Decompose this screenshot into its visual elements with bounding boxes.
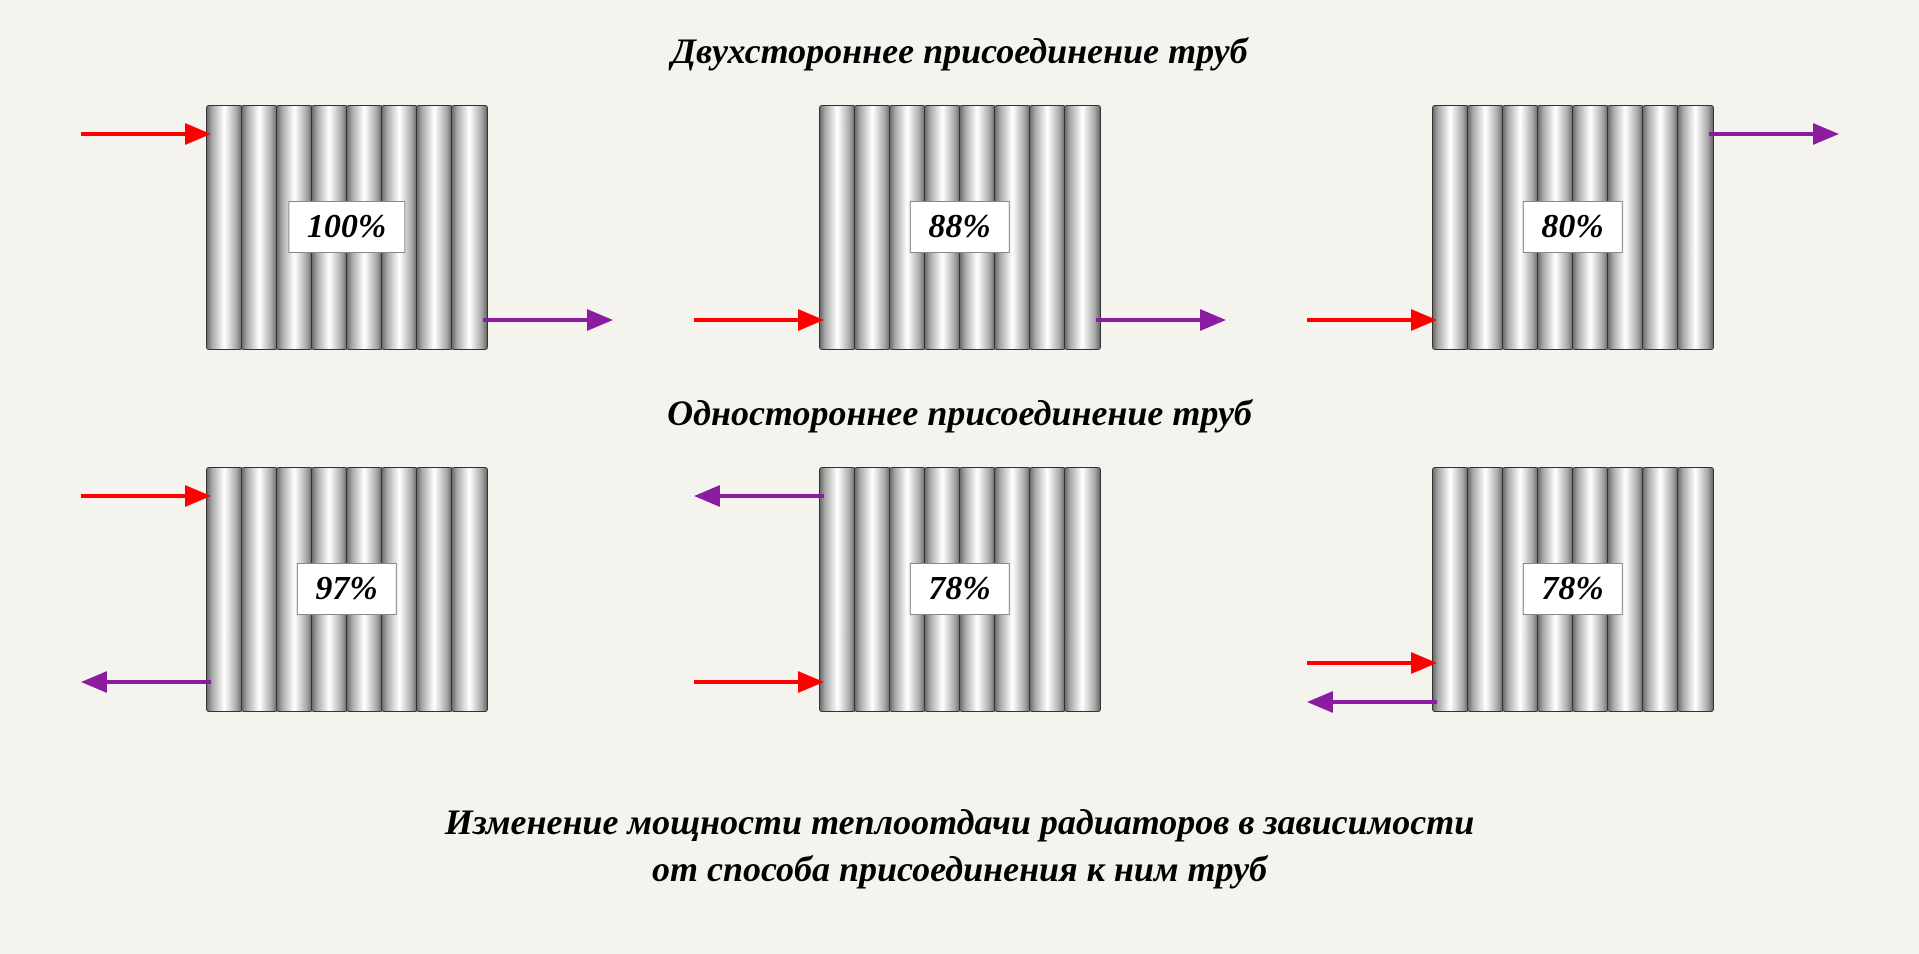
efficiency-label: 78% — [909, 563, 1009, 615]
inlet-arrow-icon — [81, 482, 211, 510]
heading-one-sided: Одностороннее присоединение труб — [0, 392, 1919, 434]
radiator-fin — [854, 467, 891, 712]
radiator-fin — [1677, 467, 1714, 712]
caption: Изменение мощности теплоотдачи радиаторо… — [0, 799, 1919, 893]
radiator-fin — [1432, 105, 1469, 350]
radiator-fin — [241, 467, 278, 712]
radiator-icon: 78% — [820, 467, 1100, 712]
page: Двухстороннее присоединение труб 100% 88%… — [0, 0, 1919, 954]
radiator-fin — [451, 467, 488, 712]
radiator-cell: 78% — [680, 459, 1240, 719]
efficiency-label: 78% — [1522, 563, 1622, 615]
row-two-sided: 100% 88% 80% — [0, 97, 1919, 357]
radiator-fin — [1467, 467, 1504, 712]
radiator-icon: 80% — [1433, 105, 1713, 350]
radiator-fin — [819, 105, 856, 350]
radiator-fin — [819, 467, 856, 712]
efficiency-label: 100% — [288, 201, 405, 253]
radiator-fin — [416, 467, 453, 712]
radiator-fin — [1642, 105, 1679, 350]
radiator-fin — [416, 105, 453, 350]
efficiency-label: 88% — [909, 201, 1009, 253]
radiator-fin — [1064, 467, 1101, 712]
outlet-arrow-icon — [694, 482, 824, 510]
radiator-cell: 78% — [1293, 459, 1853, 719]
radiator-fin — [241, 105, 278, 350]
radiator-icon: 100% — [207, 105, 487, 350]
caption-line-1: Изменение мощности теплоотдачи радиаторо… — [445, 802, 1475, 842]
inlet-arrow-icon — [1307, 649, 1437, 677]
row-one-sided: 97% 78% 78% — [0, 459, 1919, 719]
radiator-fin — [206, 105, 243, 350]
caption-line-2: от способа присоединения к ним труб — [652, 849, 1267, 889]
radiator-icon: 78% — [1433, 467, 1713, 712]
outlet-arrow-icon — [1307, 688, 1437, 716]
inlet-arrow-icon — [694, 306, 824, 334]
radiator-fin — [1029, 467, 1066, 712]
outlet-arrow-icon — [1709, 120, 1839, 148]
radiator-fin — [206, 467, 243, 712]
radiator-fin — [1642, 467, 1679, 712]
radiator-cell: 97% — [67, 459, 627, 719]
radiator-icon: 88% — [820, 105, 1100, 350]
outlet-arrow-icon — [1096, 306, 1226, 334]
inlet-arrow-icon — [1307, 306, 1437, 334]
radiator-icon: 97% — [207, 467, 487, 712]
radiator-cell: 100% — [67, 97, 627, 357]
radiator-cell: 80% — [1293, 97, 1853, 357]
radiator-fin — [1432, 467, 1469, 712]
outlet-arrow-icon — [81, 668, 211, 696]
radiator-fin — [1029, 105, 1066, 350]
inlet-arrow-icon — [81, 120, 211, 148]
radiator-fin — [1467, 105, 1504, 350]
radiator-cell: 88% — [680, 97, 1240, 357]
outlet-arrow-icon — [483, 306, 613, 334]
radiator-fin — [854, 105, 891, 350]
efficiency-label: 97% — [296, 563, 396, 615]
heading-two-sided: Двухстороннее присоединение труб — [0, 30, 1919, 72]
inlet-arrow-icon — [694, 668, 824, 696]
efficiency-label: 80% — [1522, 201, 1622, 253]
